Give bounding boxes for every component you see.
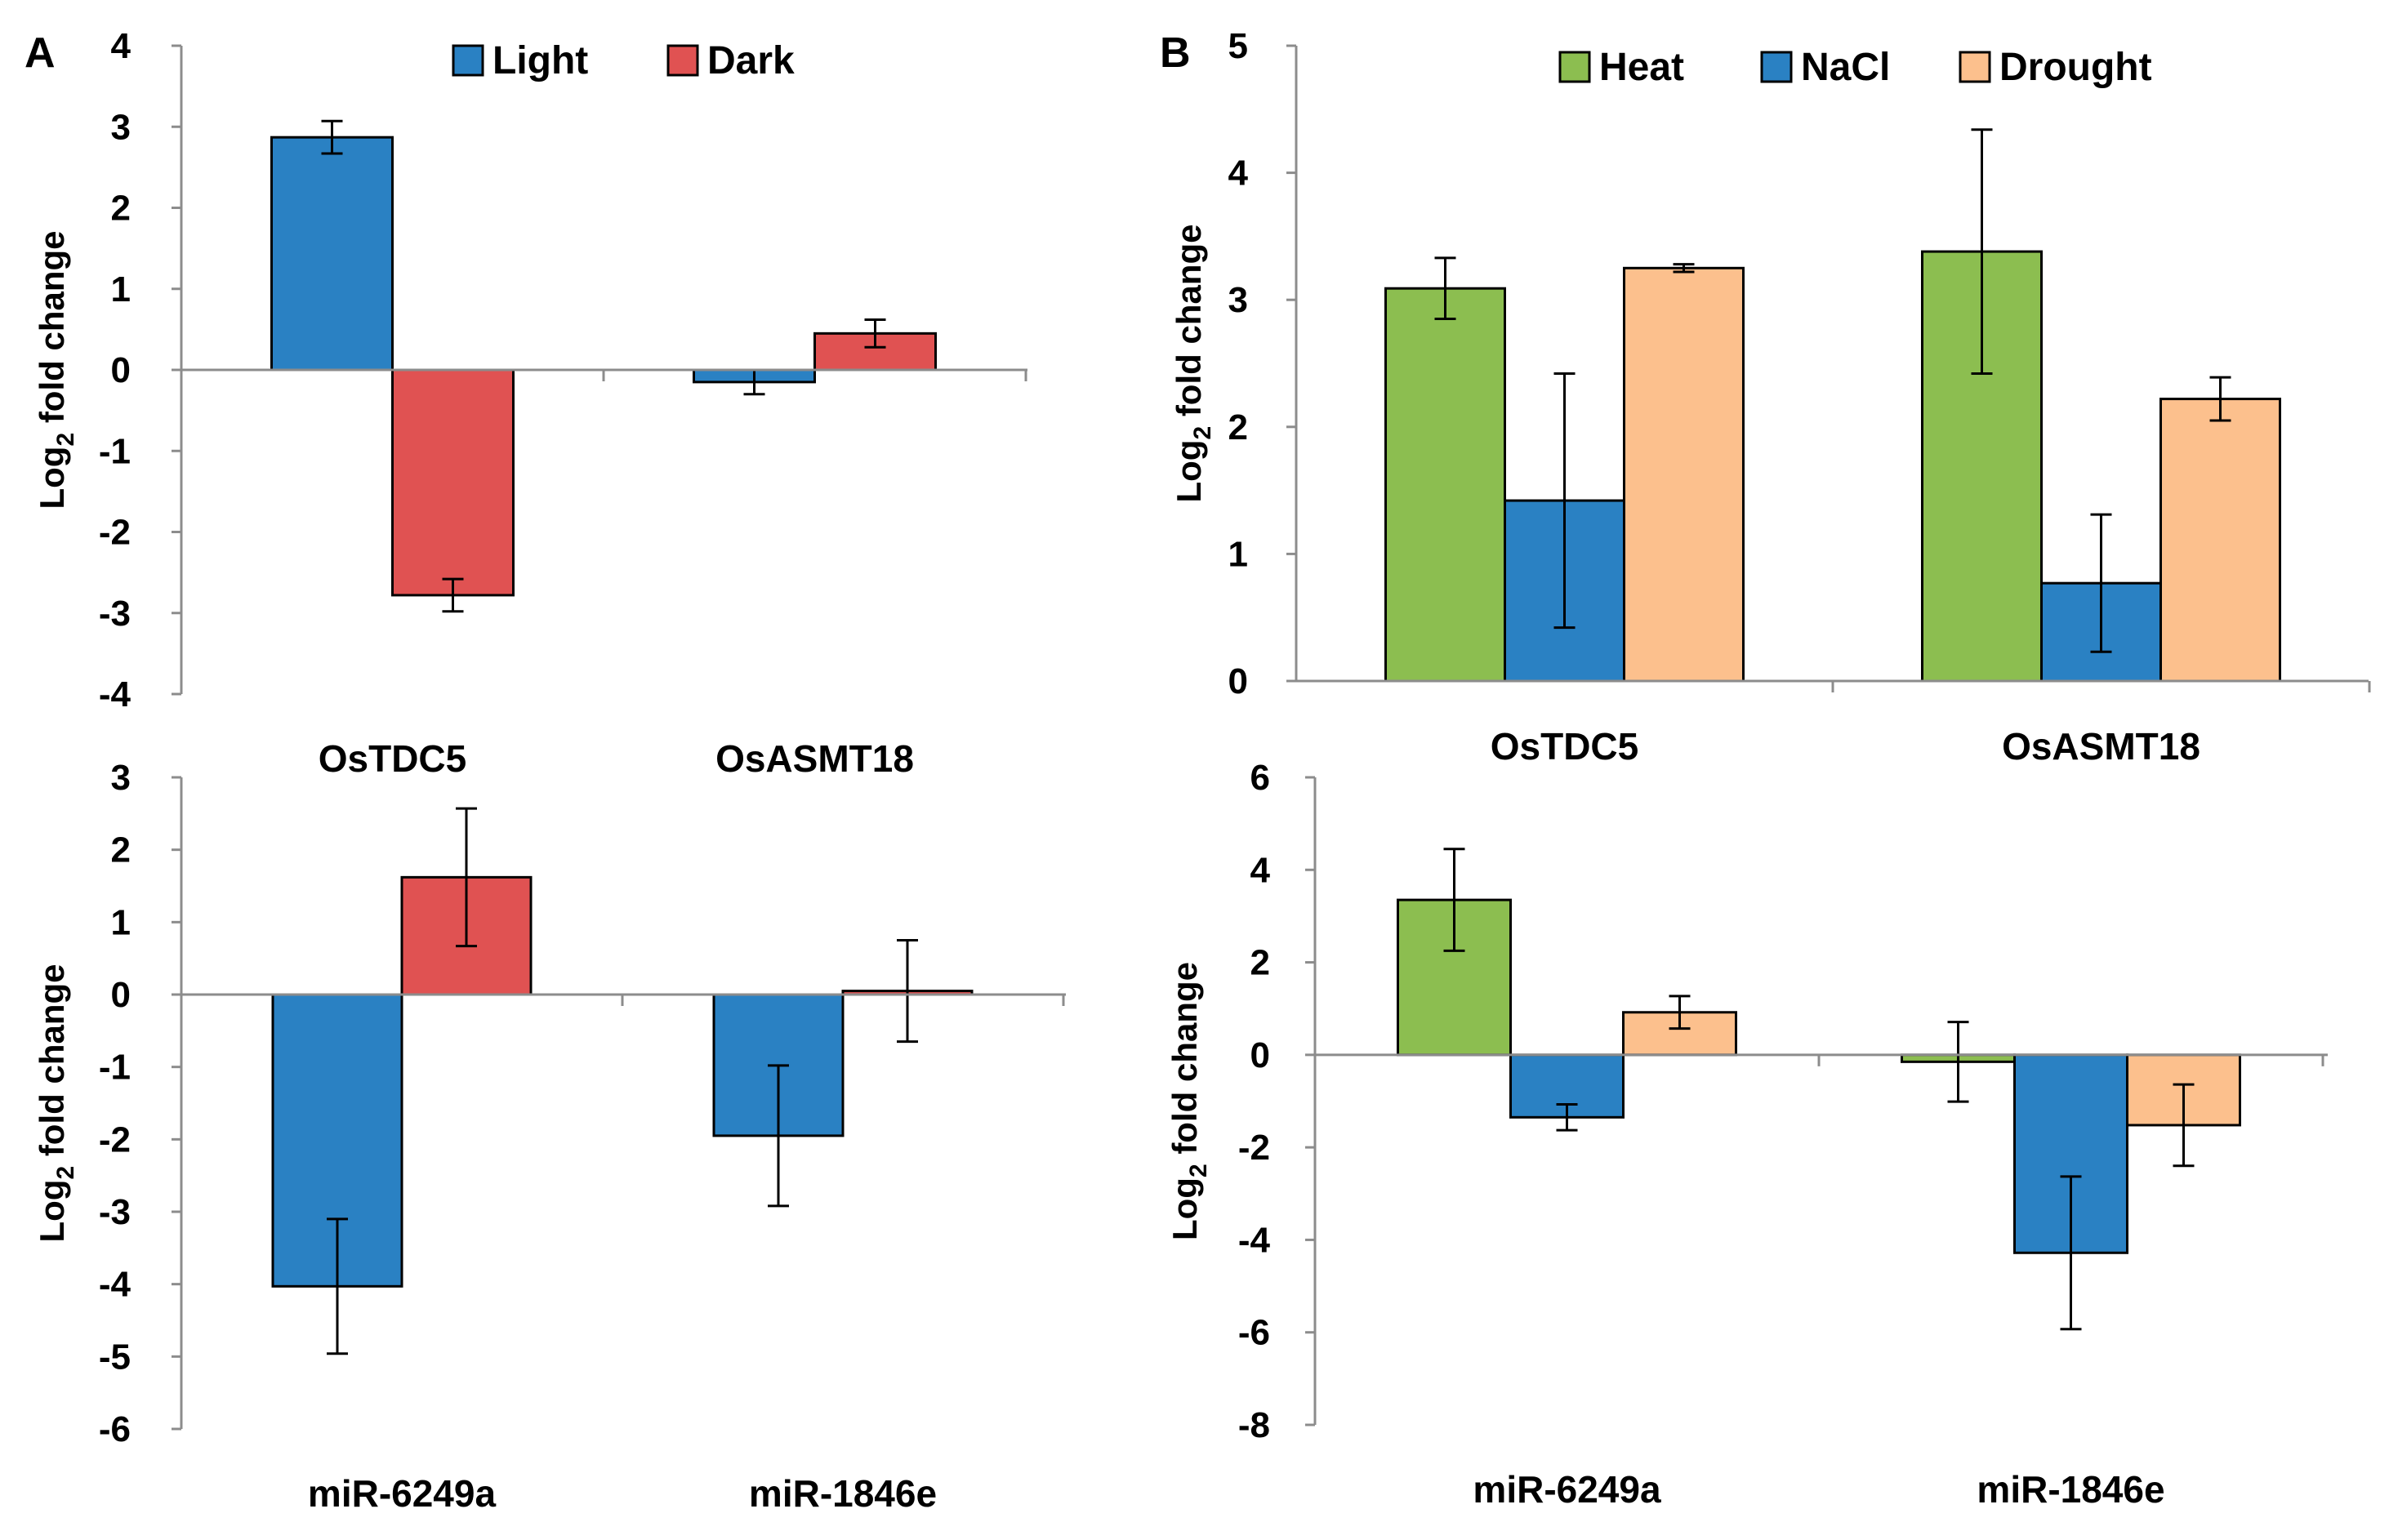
b-top-legend-label-drought: Drought [1999,46,2152,89]
a-top-legend-label-dark: Dark [707,39,795,82]
panel-label-b: B [1160,29,1191,77]
a-bottom-y-tick-label: -1 [99,1048,131,1088]
a-bottom-category-label: miR-6249a [308,1472,497,1515]
panel-label-a: A [25,29,56,77]
a-bottom-y-tick-label: -5 [99,1337,131,1377]
b-bottom-y-tick-label: 4 [1250,850,1271,890]
b-bottom-category-label: miR-6249a [1473,1468,1661,1511]
a-bottom-y-tick-label: 0 [111,975,131,1015]
chart-b-bottom: -8 -6 -4 -2 0 2 4 6 Log2 fold change miR-6249a miR… [1166,758,2328,1511]
b-top-y-tick-label: 5 [1228,26,1248,66]
a-top-y-tick-label: 0 [111,350,131,390]
b-bottom-y-axis-title: Log2 fold change [1166,962,1212,1240]
b-top-category-label: OsTDC5 [1491,725,1638,768]
a-top-y-tick-label: -4 [99,674,131,714]
a-bottom-y-tick-label: 1 [111,902,131,942]
a-bottom-category-label: miR-1846e [749,1472,937,1515]
b-top-category-label: OsASMT18 [2002,725,2200,768]
a-top-y-axis-title: Log2 fold change [33,230,79,509]
chart-a-bottom: -6 -5 -4 -3 -2 -1 0 1 2 3 Log2 fold change miR-6249… [33,758,1066,1515]
a-top-y-tick-label: 1 [111,269,131,309]
a-top-legend-swatch-light [452,44,484,77]
a-top-y-tick-label: -1 [99,431,131,471]
a-top-category-label: OsTDC5 [319,737,466,780]
b-bottom-y-tick-label: 0 [1250,1035,1270,1075]
a-bottom-y-axis-title: Log2 fold change [33,964,79,1242]
chart-b-top: 0 1 2 3 4 5 Log2 fold change OsTDC5 OsASMT18 Heat… [1170,26,2371,768]
b-bottom-y-tick-label: 6 [1250,758,1270,798]
b-top-y-tick-label: 4 [1228,154,1249,194]
a-bottom-y-tick-label: -2 [99,1119,131,1159]
a-top-y-tick-label: 3 [111,107,131,147]
b-bottom-category-label: miR-1846e [1977,1468,2164,1511]
b-top-legend-swatch-heat [1558,51,1591,83]
b-top-y-tick-label: 3 [1228,280,1248,320]
a-bottom-y-tick-label: -3 [99,1192,131,1232]
b-top-bar-drought-osasmt18 [2159,398,2281,683]
a-top-y-tick-label: 2 [111,189,131,229]
a-top-legend-label-light: Light [493,39,588,82]
chart-a-top: -4 -3 -2 -1 0 1 2 3 4 Log2 fold change OsTDC5 OsASM… [33,26,1027,780]
b-bottom-y-tick-label: -2 [1238,1128,1270,1168]
b-top-y-tick-label: 0 [1228,661,1248,701]
b-top-y-tick-label: 1 [1228,534,1248,574]
a-top-y-tick-label: -3 [99,594,131,634]
b-top-legend-label-nacl: NaCl [1801,46,1890,89]
a-top-category-label: OsASMT18 [715,737,914,780]
a-top-bar-light-ostdc5 [270,136,394,372]
a-bottom-y-tick-label: 3 [111,758,131,798]
b-top-bar-heat-ostdc5 [1384,287,1506,683]
b-top-y-tick-label: 2 [1228,407,1248,447]
a-top-y-tick-label: 4 [111,26,131,66]
b-bottom-y-tick-label: 2 [1250,943,1270,983]
a-bottom-y-tick-label: 2 [111,830,131,870]
a-top-y-tick-label: -2 [99,513,131,553]
b-top-legend-swatch-nacl [1760,51,1793,83]
b-top-legend-swatch-drought [1959,51,1991,83]
b-top-legend-label-heat: Heat [1599,46,1684,89]
a-top-legend-swatch-dark [666,44,699,77]
b-bottom-y-tick-label: -6 [1238,1313,1270,1353]
a-top-bar-dark-ostdc5 [391,368,515,597]
b-bottom-y-tick-label: -4 [1238,1220,1271,1260]
a-bottom-y-tick-label: -4 [99,1265,131,1305]
b-bottom-y-tick-label: -8 [1238,1405,1270,1445]
b-top-y-axis-title: Log2 fold change [1170,224,1216,502]
a-bottom-y-tick-label: -6 [99,1409,131,1449]
b-top-bar-drought-ostdc5 [1623,266,1745,683]
